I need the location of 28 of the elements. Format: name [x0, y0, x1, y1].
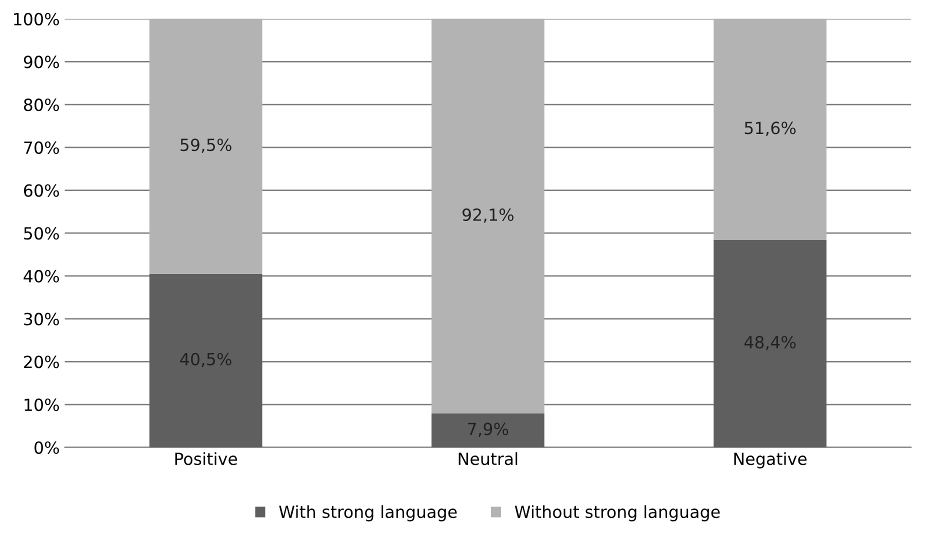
data-label: 59,5% [180, 138, 232, 153]
legend-label: With strong language [279, 505, 457, 522]
x-tick-label: Negative [734, 452, 807, 468]
bar [432, 414, 544, 448]
data-label: 40,5% [180, 352, 232, 368]
bar [714, 18, 826, 240]
y-tick-label: 40% [24, 270, 59, 283]
x-tick-label: Neutral [458, 452, 518, 466]
y-tick-label: 50% [24, 227, 59, 240]
x-tick-label: Positive [175, 452, 238, 466]
y-tick-label: 10% [24, 398, 59, 412]
data-label: 7,9% [468, 422, 508, 437]
y-tick-label: 80% [24, 98, 59, 112]
bar [432, 18, 544, 414]
bar [149, 18, 262, 274]
y-tick-label: 90% [24, 56, 59, 68]
data-label: 51,6% [744, 122, 796, 136]
y-tick-label: 100% [14, 12, 59, 26]
y-tick-label: 20% [24, 356, 59, 368]
data-label: 92,1% [462, 208, 514, 223]
y-tick-label: 0% [34, 441, 59, 454]
y-tick-label: 70% [24, 141, 59, 154]
legend-label: Without strong language [514, 505, 720, 522]
bar [714, 240, 826, 448]
data-label: 48,4% [744, 336, 796, 350]
y-tick-label: 60% [24, 184, 59, 197]
y-tick-label: 30% [24, 312, 59, 326]
bar [149, 274, 262, 448]
